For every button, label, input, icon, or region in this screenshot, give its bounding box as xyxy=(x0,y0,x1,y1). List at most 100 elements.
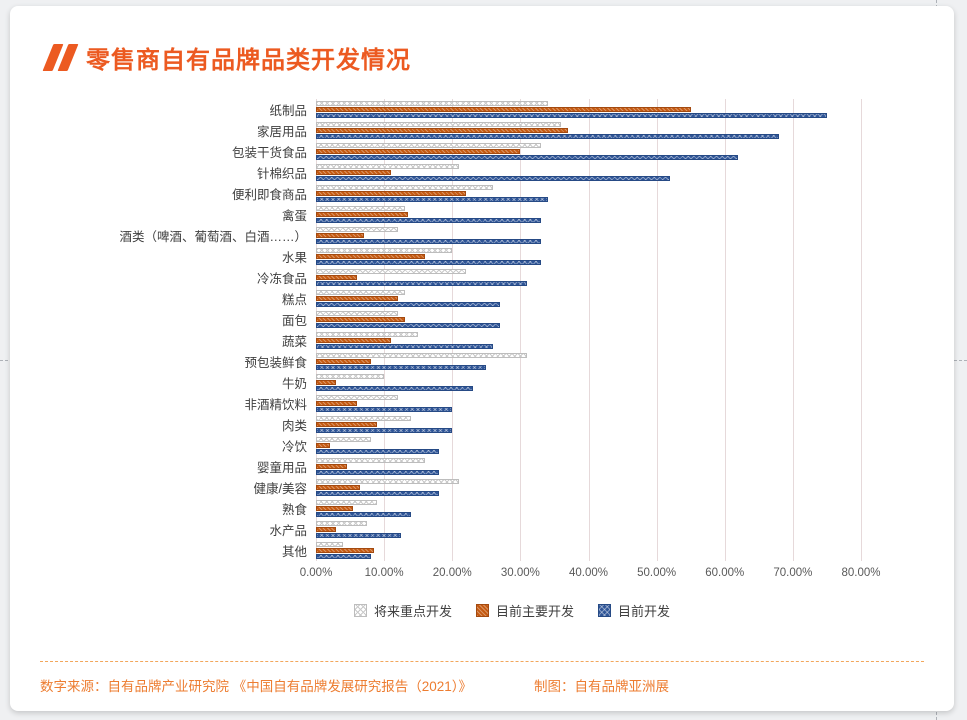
bar-future xyxy=(316,227,398,232)
x-axis: 0.00% 10.00% 20.00% 30.00% 40.00% 50.00% 60.00… xyxy=(300,567,881,585)
footer: 数字来源：自有品牌产业研究院 《中国自有品牌发展研究报告（2021）》 制图：自… xyxy=(40,661,924,695)
chart-row: 非酒精饮料 xyxy=(10,393,954,414)
category-label: 婴童用品 xyxy=(256,461,307,475)
legend-item: 将来重点开发 xyxy=(353,601,452,620)
bar-dev xyxy=(316,197,548,202)
bar-future xyxy=(316,122,562,127)
credit-text: 制图：自有品牌亚洲展 xyxy=(534,679,670,694)
bar-future xyxy=(316,458,425,463)
chart-row: 针棉织品 xyxy=(10,162,954,183)
gridline xyxy=(724,99,726,561)
bar-group xyxy=(316,498,861,519)
category-label: 其他 xyxy=(281,545,307,559)
bar-future xyxy=(316,437,371,442)
title-row: 零售商自有品牌品类开发情况 xyxy=(10,6,954,75)
chart-row: 家居用品 xyxy=(10,120,954,141)
category-label: 非酒精饮料 xyxy=(244,398,307,412)
bar-dev xyxy=(316,344,494,349)
bar-future xyxy=(316,248,453,253)
bar-main xyxy=(316,401,357,406)
bar-group xyxy=(316,330,861,351)
bar-group xyxy=(316,141,861,162)
chart-row: 便利即食商品 xyxy=(10,183,954,204)
bar-main xyxy=(316,191,466,196)
chart-row: 禽蛋 xyxy=(10,204,954,225)
category-label: 预包装鲜食 xyxy=(244,356,307,370)
gridlines xyxy=(316,99,862,561)
bar-main xyxy=(316,422,378,427)
bar-main xyxy=(316,548,374,553)
bar-group xyxy=(316,183,861,204)
bar-future xyxy=(316,164,460,169)
bar-dev xyxy=(316,281,528,286)
legend-item: 目前开发 xyxy=(598,601,670,620)
bar-future xyxy=(316,143,541,148)
bar-dev xyxy=(316,512,412,517)
bar-future xyxy=(316,395,398,400)
bar-group xyxy=(316,456,861,477)
bar-future xyxy=(316,374,385,379)
legend-swatch-future xyxy=(353,604,367,617)
bar-main xyxy=(316,233,364,238)
bar-future xyxy=(316,185,494,190)
bar-dev xyxy=(316,176,671,181)
category-label: 健康/美容 xyxy=(253,482,307,496)
chart-row: 包装干货食品 xyxy=(10,141,954,162)
category-label: 面包 xyxy=(281,314,307,328)
legend-swatch-main xyxy=(475,604,489,617)
chart-row: 熟食 xyxy=(10,498,954,519)
category-label: 水产品 xyxy=(269,524,307,538)
legend-label: 目前开发 xyxy=(618,604,671,619)
x-tick-label: 20.00% xyxy=(432,567,472,579)
x-tick-label: 60.00% xyxy=(705,567,745,579)
category-label: 熟食 xyxy=(281,503,307,517)
chart-row: 蔬菜 xyxy=(10,330,954,351)
bar-future xyxy=(316,416,412,421)
bar-dev xyxy=(316,365,487,370)
bar-group xyxy=(316,393,861,414)
bar-group xyxy=(316,477,861,498)
bar-dev xyxy=(316,449,439,454)
bar-future xyxy=(316,500,378,505)
gridline xyxy=(588,99,590,561)
legend-swatch-dev xyxy=(598,604,611,617)
x-tick-label: 70.00% xyxy=(773,567,813,579)
bar-group xyxy=(316,267,861,288)
bar-dev xyxy=(316,239,541,244)
bar-dev xyxy=(316,260,541,265)
bar-dev xyxy=(316,302,500,307)
x-tick-label: 30.00% xyxy=(500,567,540,579)
category-label: 禽蛋 xyxy=(281,209,307,223)
bar-main xyxy=(316,338,391,343)
x-tick-label: 40.00% xyxy=(568,567,609,579)
x-tick-label: 10.00% xyxy=(364,567,404,579)
category-label: 牛奶 xyxy=(281,377,307,391)
bar-main xyxy=(316,464,347,469)
bar-group xyxy=(316,435,861,456)
bar-group xyxy=(316,414,861,435)
chart-row: 水产品 xyxy=(10,519,954,540)
data-source-text: 数字来源：自有品牌产业研究院 《中国自有品牌发展研究报告（2021）》 xyxy=(40,679,473,694)
legend-label: 将来重点开发 xyxy=(373,604,452,619)
bar-dev xyxy=(316,155,739,160)
category-label: 包装干货食品 xyxy=(231,146,307,160)
bar-dev xyxy=(316,554,371,559)
bar-group xyxy=(316,162,861,183)
bar-main xyxy=(316,359,371,364)
gridline xyxy=(520,99,522,561)
page-title: 零售商自有品牌品类开发情况 xyxy=(86,47,411,74)
bar-future xyxy=(316,311,398,316)
bar-future xyxy=(316,269,466,274)
legend-item: 目前主要开发 xyxy=(475,601,574,620)
bar-future xyxy=(316,206,405,211)
chart-row: 冷冻食品 xyxy=(10,267,954,288)
bar-future xyxy=(316,542,344,547)
gridline xyxy=(861,99,862,561)
bar-main xyxy=(316,296,398,301)
bar-future xyxy=(316,290,405,295)
category-label: 冷冻食品 xyxy=(256,272,307,286)
category-label: 纸制品 xyxy=(269,104,307,118)
bar-group xyxy=(316,372,861,393)
bar-group xyxy=(316,309,861,330)
chart-row: 婴童用品 xyxy=(10,456,954,477)
